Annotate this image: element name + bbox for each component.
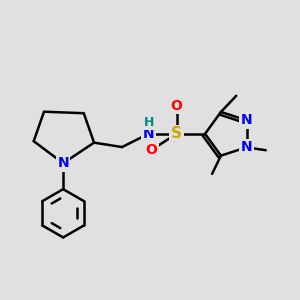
Text: N: N (241, 140, 252, 154)
Text: N: N (241, 113, 252, 127)
Text: H: H (144, 116, 154, 129)
Text: N: N (57, 156, 69, 170)
Text: O: O (171, 99, 182, 113)
Text: O: O (146, 143, 158, 157)
Text: N: N (143, 127, 154, 141)
Text: S: S (171, 126, 182, 141)
